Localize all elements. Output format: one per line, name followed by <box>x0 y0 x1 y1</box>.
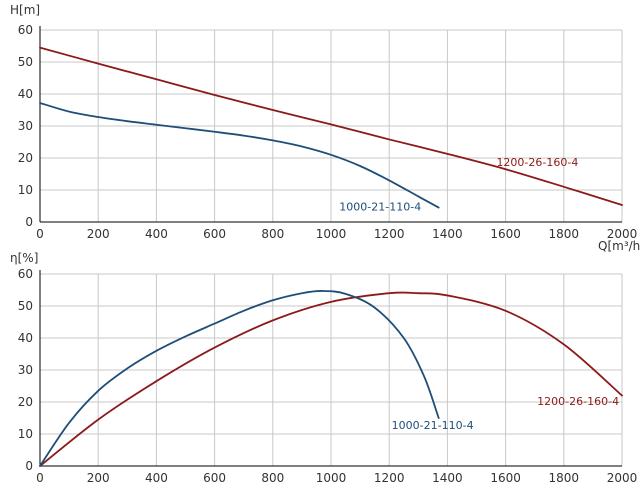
head-y-tick-label: 0 <box>25 215 33 229</box>
efficiency-x-tick-label: 0 <box>36 471 44 485</box>
head-series-1000-21-110-4-line <box>39 102 440 209</box>
efficiency-x-tick-label: 400 <box>145 471 168 485</box>
efficiency-x-tick-label: 1800 <box>549 471 580 485</box>
efficiency-x-tick-label: 600 <box>203 471 226 485</box>
head-x-tick-label: 200 <box>87 227 110 241</box>
head-x-tick-label: 800 <box>261 227 284 241</box>
head-y-axis-label: H[m] <box>10 3 40 17</box>
head-x-tick-label: 400 <box>145 227 168 241</box>
efficiency-y-tick-label: 20 <box>18 395 33 409</box>
head-y-tick-label: 20 <box>18 151 33 165</box>
efficiency-series-label: 1000-21-110-4 <box>392 419 474 432</box>
efficiency-series-label: 1200-26-160-4 <box>537 395 619 408</box>
head-y-tick-label: 50 <box>18 55 33 69</box>
efficiency-x-tick-label: 1600 <box>490 471 521 485</box>
head-x-tick-label: 2000 <box>607 227 638 241</box>
efficiency-chart: 0 200 400 600 800 1000 1200 1400 1600 1800 2000 0 10… <box>18 267 638 485</box>
head-series-1200-26-160-4-line <box>39 46 623 206</box>
head-series-label: 1200-26-160-4 <box>496 156 578 169</box>
efficiency-x-tick-label: 1400 <box>432 471 463 485</box>
head-y-tick-label: 60 <box>18 23 33 37</box>
head-series-label: 1000-21-110-4 <box>339 201 421 214</box>
head-x-axis-label: Q[m³/h] <box>598 239 640 253</box>
efficiency-y-axis-label: η[%] <box>10 251 38 265</box>
head-x-tick-label: 1800 <box>549 227 580 241</box>
head-y-tick-label: 40 <box>18 87 33 101</box>
head-chart: 0 200 400 600 800 1000 1200 1400 1600 1800 2000 0 10… <box>18 23 638 241</box>
head-x-tick-label: 600 <box>203 227 226 241</box>
efficiency-x-tick-label: 200 <box>87 471 110 485</box>
efficiency-y-tick-label: 10 <box>18 427 33 441</box>
efficiency-x-tick-label: 1200 <box>374 471 405 485</box>
efficiency-x-tick-label: 800 <box>261 471 284 485</box>
efficiency-y-tick-label: 0 <box>25 459 33 473</box>
head-x-tick-label: 1200 <box>374 227 405 241</box>
efficiency-x-tick-label: 1000 <box>316 471 347 485</box>
efficiency-y-tick-label: 50 <box>18 299 33 313</box>
efficiency-y-tick-label: 30 <box>18 363 33 377</box>
head-y-tick-label: 30 <box>18 119 33 133</box>
efficiency-series-1000-21-110-4-line <box>39 290 440 467</box>
head-x-tick-label: 0 <box>36 227 44 241</box>
efficiency-x-tick-label: 2000 <box>607 471 638 485</box>
head-x-tick-label: 1000 <box>316 227 347 241</box>
head-x-tick-label: 1600 <box>490 227 521 241</box>
head-x-tick-label: 1400 <box>432 227 463 241</box>
efficiency-y-tick-label: 60 <box>18 267 33 281</box>
head-y-tick-label: 10 <box>18 183 33 197</box>
efficiency-y-tick-label: 40 <box>18 331 33 345</box>
